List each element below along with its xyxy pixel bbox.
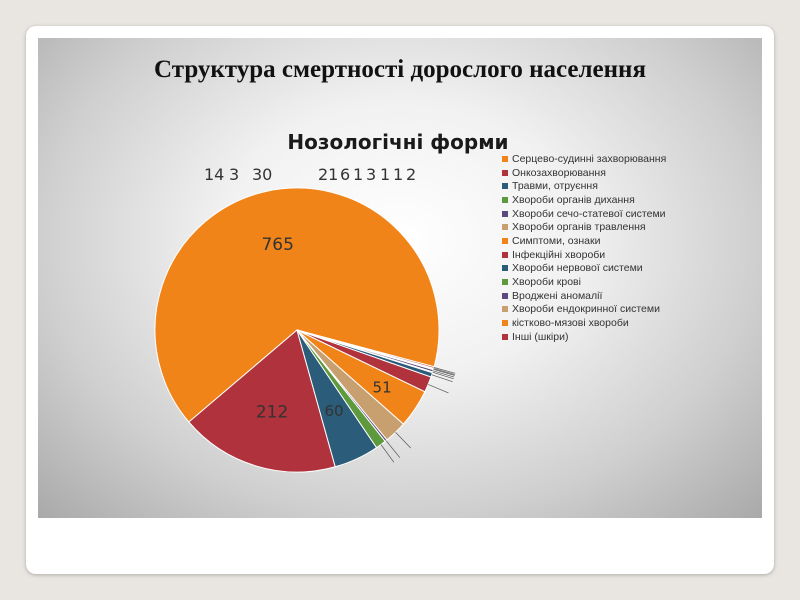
legend-item: Хвороби нервової системи: [502, 262, 666, 276]
leader-line: [433, 368, 455, 375]
legend-label: Онкозахворювання: [512, 166, 606, 179]
slice-data-label: 765: [261, 235, 293, 255]
pie-slice: [188, 329, 336, 473]
legend-swatch: [502, 196, 508, 203]
legend-swatch: [502, 224, 508, 231]
legend-swatch: [502, 279, 508, 286]
leader-line: [395, 432, 412, 449]
legend-swatch: [502, 155, 508, 162]
legend-item: Симптоми, ознаки: [502, 234, 666, 248]
outside-data-label: 6: [340, 165, 350, 184]
legend-swatch: [502, 169, 508, 176]
legend-item: Серцево-судинні захворювання: [502, 152, 666, 166]
slice-data-label: 60: [324, 402, 343, 420]
legend-item: Інші (шкіри): [502, 330, 666, 344]
legend-label: Серцево-судинні захворювання: [512, 152, 667, 165]
legend-label: Хвороби органів травлення: [512, 221, 646, 234]
legend-swatch: [502, 320, 508, 327]
legend-label: Хвороби крові: [512, 276, 581, 289]
legend-swatch: [502, 306, 508, 313]
legend-label: Хвороби ендокринної системи: [512, 303, 660, 316]
legend-item: Інфекційні хвороби: [502, 248, 666, 262]
legend-item: Хвороби органів дихання: [502, 193, 666, 207]
legend-item: Вроджені аномалії: [502, 289, 666, 303]
legend-swatch: [502, 237, 508, 244]
legend-swatch: [502, 333, 508, 340]
legend-label: Травми, отруєння: [512, 180, 598, 193]
leader-line: [385, 440, 401, 458]
legend-item: Хвороби органів травлення: [502, 220, 666, 234]
slice-data-label: 51: [373, 379, 392, 397]
leader-line: [433, 367, 456, 374]
legend-label: Хвороби органів дихання: [512, 193, 635, 206]
legend-label: Симптоми, ознаки: [512, 234, 601, 247]
slice-data-label: 212: [256, 403, 288, 423]
legend-swatch: [502, 251, 508, 258]
legend-label: Інфекційні хвороби: [512, 248, 606, 261]
leader-line: [432, 370, 455, 378]
legend-item: Онкозахворювання: [502, 166, 666, 180]
legend-label: Вроджені аномалії: [512, 289, 603, 302]
outside-data-label: 2: [406, 165, 416, 184]
outside-data-label: 1: [353, 165, 363, 184]
leader-line: [380, 444, 395, 463]
legend-label: Хвороби нервової системи: [512, 262, 643, 275]
legend-item: кістково-мязові хвороби: [502, 316, 666, 330]
chart-title: Нозологічні форми: [287, 130, 508, 154]
legend-swatch: [502, 183, 508, 190]
chart-legend: Серцево-судинні захворювання Онкозахворюв…: [502, 152, 666, 344]
leader-line: [433, 368, 455, 376]
legend-swatch: [502, 210, 508, 217]
outside-data-label: 1: [380, 165, 390, 184]
legend-item: Хвороби сечо-статевої системи: [502, 207, 666, 221]
outside-data-label: 14: [204, 165, 224, 184]
leader-line: [428, 384, 449, 394]
legend-swatch: [502, 292, 508, 299]
leader-line: [432, 371, 454, 380]
slide-title: Структура смертності дорослого населення: [154, 56, 646, 83]
outside-data-label: 30: [252, 165, 272, 184]
legend-item: Хвороби ендокринної системи: [502, 303, 666, 317]
outside-data-label: 3: [229, 165, 239, 184]
outside-data-label: 3: [366, 165, 376, 184]
legend-item: Травми, отруєння: [502, 179, 666, 193]
outside-data-label: 21: [318, 165, 338, 184]
legend-label: Хвороби сечо-статевої системи: [512, 207, 666, 220]
outside-data-label: 1: [393, 165, 403, 184]
leader-line: [431, 374, 453, 383]
legend-item: Хвороби крові: [502, 275, 666, 289]
pie-slice: [296, 329, 435, 369]
pie-slice: [154, 187, 440, 423]
legend-label: кістково-мязові хвороби: [512, 317, 629, 330]
legend-swatch: [502, 265, 508, 272]
legend-label: Інші (шкіри): [512, 330, 569, 343]
